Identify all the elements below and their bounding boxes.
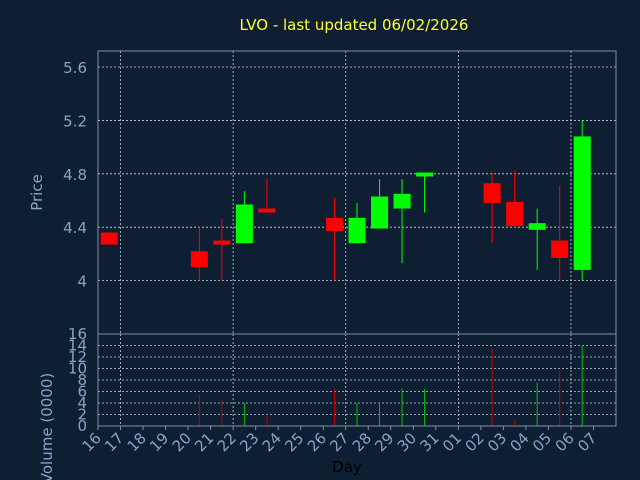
price-tick-label: 4.8: [63, 166, 87, 184]
price-panel-frame: [97, 50, 617, 335]
volume-axis-label: Volume (0000): [38, 373, 56, 480]
price-tick-label: 5.6: [63, 59, 87, 77]
candle-body: [416, 172, 434, 177]
candle-body: [393, 193, 411, 209]
candle-body: [551, 240, 569, 258]
candle-body: [100, 232, 118, 245]
candle-body: [190, 251, 208, 268]
price-tick-label: 4: [77, 273, 87, 291]
price-axis-label: Price: [28, 174, 46, 211]
volume-bars: [198, 345, 583, 426]
volume-tick-label: 12: [68, 348, 87, 366]
price-tick-label: 5.2: [63, 112, 87, 130]
volume-tick-label: 4: [77, 394, 87, 412]
candle-body: [258, 208, 276, 213]
candle-body: [348, 217, 366, 244]
volume-tick-label: 6: [77, 383, 87, 401]
volume-panel-frame: [97, 333, 617, 427]
candles: [100, 120, 591, 281]
price-grid: [98, 51, 616, 334]
candle-body: [371, 196, 389, 229]
candle-body: [528, 223, 546, 230]
volume-grid: [98, 333, 616, 427]
x-axis-label: Day: [332, 458, 362, 476]
candle-body: [483, 183, 501, 204]
x-axis: 1617181920212223242526272829303101020304…: [79, 426, 600, 455]
candle-body: [213, 240, 231, 245]
volume-tick-label: 2: [77, 406, 87, 424]
candle-body: [235, 204, 253, 244]
volume-tick-label: 16: [68, 325, 87, 343]
candle-body: [573, 136, 591, 270]
volume-tick-label: 14: [68, 337, 87, 355]
chart-title: LVO - last updated 06/02/2026: [240, 16, 469, 34]
price-tick-label: 4.4: [63, 219, 87, 237]
volume-tick-label: 10: [68, 360, 87, 378]
candle-body: [506, 201, 524, 226]
volume-tick-label: 8: [77, 371, 87, 389]
candle-body: [325, 217, 343, 232]
volume-tick-label: 0: [77, 417, 87, 435]
price-axis: 4 4.4 4.8 5.2 5.6: [63, 59, 87, 291]
x-tick-label: 07: [574, 429, 600, 455]
